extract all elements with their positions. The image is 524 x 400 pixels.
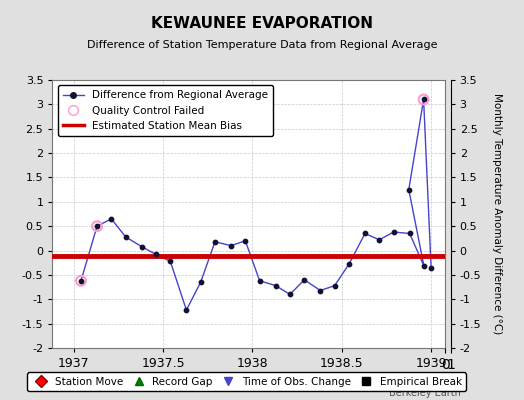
Point: [406, 230, 414, 237]
Point: [196, 279, 205, 286]
Point: [420, 263, 428, 269]
Text: Berkeley Earth: Berkeley Earth: [389, 388, 461, 398]
Point: [77, 278, 85, 284]
Point: [122, 234, 130, 240]
Legend: Station Move, Record Gap, Time of Obs. Change, Empirical Break: Station Move, Record Gap, Time of Obs. C…: [27, 372, 466, 391]
Legend: Difference from Regional Average, Quality Control Failed, Estimated Station Mean: Difference from Regional Average, Qualit…: [58, 85, 273, 136]
Point: [77, 278, 85, 284]
Point: [93, 223, 101, 229]
Point: [419, 96, 428, 103]
Point: [255, 278, 264, 284]
Point: [361, 230, 369, 237]
Point: [405, 186, 413, 193]
Point: [166, 258, 174, 264]
Point: [300, 276, 309, 283]
Point: [137, 244, 146, 250]
Text: KEWAUNEE EVAPORATION: KEWAUNEE EVAPORATION: [151, 16, 373, 31]
Point: [286, 291, 294, 298]
Point: [375, 237, 384, 243]
Point: [271, 282, 280, 289]
Point: [211, 238, 219, 245]
Point: [152, 251, 160, 258]
Point: [427, 264, 435, 271]
Point: [182, 307, 191, 313]
Point: [93, 223, 101, 229]
Text: Difference of Station Temperature Data from Regional Average: Difference of Station Temperature Data f…: [87, 40, 437, 50]
Point: [316, 287, 324, 294]
Point: [331, 282, 339, 289]
Point: [419, 96, 428, 103]
Point: [107, 216, 115, 222]
Point: [345, 261, 353, 267]
Point: [227, 242, 235, 249]
Point: [389, 229, 398, 235]
Point: [241, 238, 249, 244]
Y-axis label: Monthly Temperature Anomaly Difference (°C): Monthly Temperature Anomaly Difference (…: [493, 93, 503, 335]
